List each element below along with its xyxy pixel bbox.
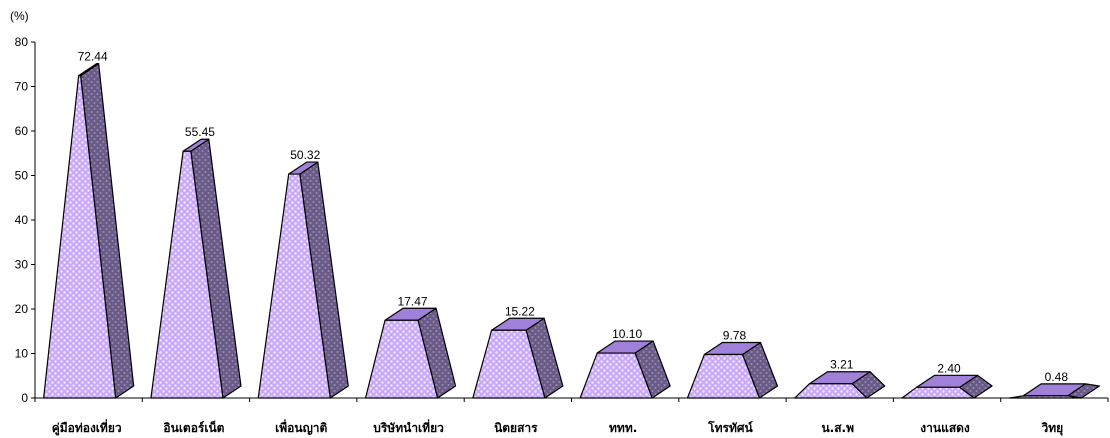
data-label: 55.45 — [185, 125, 215, 139]
category-label: เพื่อนญาติ — [275, 419, 327, 435]
y-tick-label: 30 — [15, 258, 29, 272]
bar-front-face — [472, 329, 546, 399]
data-label: 72.44 — [78, 50, 108, 64]
data-label: 10.10 — [612, 327, 642, 341]
y-tick-label: 70 — [15, 80, 29, 94]
bar — [43, 63, 135, 399]
bar-front-face — [686, 353, 761, 399]
bar-front-face — [150, 150, 224, 399]
bar — [901, 374, 993, 399]
category-label: น.ส.พ — [821, 421, 854, 435]
category-label: โทรทัศน์ — [707, 420, 753, 435]
bars — [43, 63, 1100, 399]
category-label: นิตยสาร — [494, 421, 538, 435]
bar-front-face — [257, 173, 331, 399]
bar-front-face — [1008, 395, 1082, 399]
y-ticks: 0 10 20 30 40 50 60 70 80 — [15, 35, 35, 405]
bar — [472, 317, 564, 399]
y-axis-label: (%) — [10, 9, 29, 23]
y-tick-label: 60 — [15, 124, 29, 138]
bar-front-face — [794, 383, 868, 399]
data-label: 9.78 — [723, 328, 747, 342]
data-label: 17.47 — [398, 294, 428, 308]
bar-front-face — [43, 75, 117, 399]
y-tick-label: 50 — [15, 169, 29, 183]
bar — [794, 371, 886, 399]
y-tick-label: 0 — [21, 391, 28, 405]
category-label: คู่มือท่องเที่ยว — [52, 419, 122, 436]
bar — [579, 340, 671, 399]
bar — [150, 138, 242, 399]
bar — [364, 307, 457, 399]
data-label: 0.48 — [1045, 370, 1069, 384]
bar — [257, 161, 349, 399]
category-label: งานแสดง — [920, 421, 970, 435]
data-label: 15.22 — [505, 304, 535, 318]
category-label: ททท. — [609, 421, 637, 435]
bar — [686, 341, 779, 399]
category-label: วิทยุ — [1041, 421, 1063, 436]
bar-front-face — [579, 352, 653, 399]
value-labels: 72.44 55.45 50.32 17.47 15.22 10.10 9.78 3.21 2.… — [78, 50, 1069, 384]
y-tick-label: 10 — [15, 347, 29, 361]
data-label: 2.40 — [937, 361, 961, 375]
bar — [1008, 383, 1100, 399]
bar-front-face — [901, 386, 975, 399]
y-tick-label: 80 — [15, 35, 29, 49]
data-label: 3.21 — [830, 358, 854, 372]
data-label: 50.32 — [290, 148, 320, 162]
category-labels: คู่มือท่องเที่ยว อินเตอร์เน็ต เพื่อนญาติ บร… — [52, 419, 1063, 436]
category-label: อินเตอร์เน็ต — [163, 420, 224, 435]
y-tick-label: 40 — [15, 213, 29, 227]
category-label: บริษัทนำเที่ยว — [373, 419, 444, 435]
bar-front-face — [364, 319, 439, 399]
y-tick-label: 20 — [15, 302, 29, 316]
